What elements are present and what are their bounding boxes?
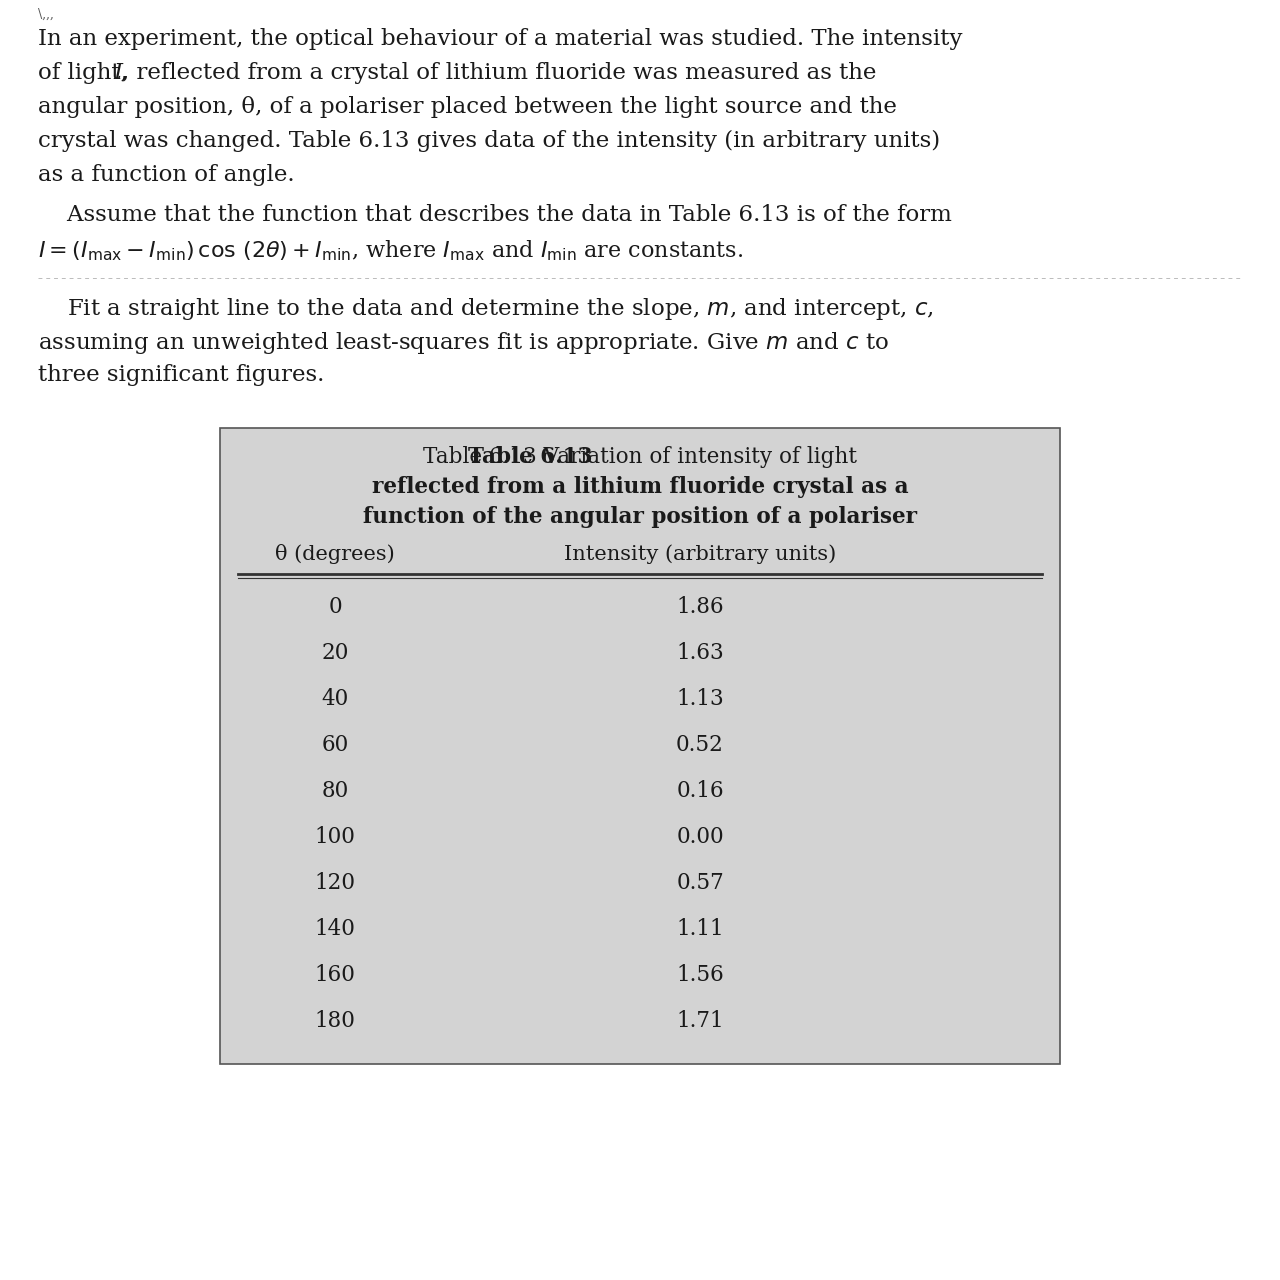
- Text: 160: 160: [315, 964, 356, 986]
- Text: 180: 180: [315, 1010, 356, 1032]
- Text: 0.00: 0.00: [676, 826, 723, 847]
- Text: 60: 60: [321, 733, 348, 756]
- Text: 120: 120: [315, 872, 356, 893]
- Text: 40: 40: [321, 689, 348, 710]
- Text: I: I: [113, 61, 122, 84]
- Text: , reflected from a crystal of lithium fluoride was measured as the: , reflected from a crystal of lithium fl…: [122, 61, 877, 84]
- Text: assuming an unweighted least-squares fit is appropriate. Give $m$ and $c$ to: assuming an unweighted least-squares fit…: [38, 330, 890, 356]
- Text: 100: 100: [315, 826, 356, 847]
- Text: 1.71: 1.71: [676, 1010, 723, 1032]
- Text: 20: 20: [321, 643, 348, 664]
- Text: 1.11: 1.11: [676, 918, 723, 940]
- Text: 0.52: 0.52: [676, 733, 724, 756]
- Text: three significant figures.: three significant figures.: [38, 364, 324, 387]
- Text: 0.16: 0.16: [676, 780, 723, 803]
- Text: 80: 80: [321, 780, 348, 803]
- FancyBboxPatch shape: [220, 428, 1060, 1064]
- Text: angular position, θ, of a polariser placed between the light source and the: angular position, θ, of a polariser plac…: [38, 96, 897, 118]
- Text: Table 6.13: Table 6.13: [467, 445, 593, 468]
- Text: Table 6.13 Variation of intensity of light: Table 6.13 Variation of intensity of lig…: [422, 445, 858, 468]
- Text: θ (degrees): θ (degrees): [275, 544, 394, 564]
- Text: Assume that the function that describes the data in Table 6.13 is of the form: Assume that the function that describes …: [38, 204, 952, 227]
- Text: reflected from a lithium fluoride crystal as a: reflected from a lithium fluoride crysta…: [371, 476, 909, 498]
- Text: Intensity (arbitrary units): Intensity (arbitrary units): [564, 544, 836, 563]
- Text: 0: 0: [328, 596, 342, 618]
- Text: 1.86: 1.86: [676, 596, 723, 618]
- Text: 1.13: 1.13: [676, 689, 724, 710]
- Text: 1.56: 1.56: [676, 964, 724, 986]
- Text: 0.57: 0.57: [676, 872, 724, 893]
- Text: crystal was changed. Table 6.13 gives data of the intensity (in arbitrary units): crystal was changed. Table 6.13 gives da…: [38, 131, 940, 152]
- Text: 1.63: 1.63: [676, 643, 724, 664]
- Text: Fit a straight line to the data and determine the slope, $m$, and intercept, $c$: Fit a straight line to the data and dete…: [38, 296, 934, 323]
- Text: function of the angular position of a polariser: function of the angular position of a po…: [364, 506, 916, 527]
- Text: 140: 140: [315, 918, 356, 940]
- Text: In an experiment, the optical behaviour of a material was studied. The intensity: In an experiment, the optical behaviour …: [38, 28, 963, 50]
- Text: \,,,: \,,,: [38, 8, 54, 20]
- Text: $I = (I_{\mathrm{max}} - I_{\mathrm{min}})\,\cos\,(2\theta) + I_{\mathrm{min}}$,: $I = (I_{\mathrm{max}} - I_{\mathrm{min}…: [38, 238, 744, 262]
- Text: of light,: of light,: [38, 61, 134, 84]
- Text: as a function of angle.: as a function of angle.: [38, 164, 294, 186]
